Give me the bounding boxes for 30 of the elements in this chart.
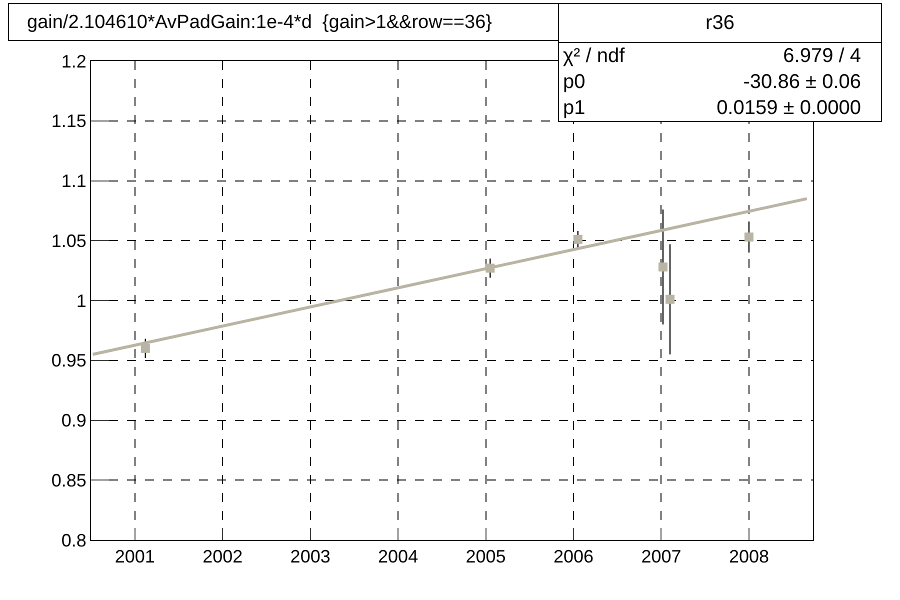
point: [658, 262, 668, 272]
y-tick-label: 1.15: [51, 111, 86, 132]
x-tick-label: 2008: [728, 546, 769, 567]
text: r36: [559, 4, 881, 43]
x-tick-label: 2007: [641, 546, 682, 567]
x-tick-label: 2003: [290, 546, 330, 567]
point: [140, 344, 150, 353]
point: [573, 234, 582, 244]
y-tick-label: 0.95: [51, 350, 86, 371]
x-tick-label: 2001: [114, 546, 155, 567]
chart-title: gain/2.104610*AvPadGain:1e-4*d {gain>1&&row==36}: [8, 3, 638, 41]
y-tick-label: 1.1: [61, 171, 86, 192]
annotation: p0: [563, 70, 586, 95]
y-tick-label: 1: [76, 290, 86, 311]
annotation: 0.0159 ± 0.0000: [716, 96, 861, 121]
y-tick-label: 1.2: [61, 51, 86, 72]
annotation: 6.979 / 4: [783, 44, 861, 69]
annotation: χ² / ndf: [563, 44, 625, 69]
x-tick-label: 2002: [202, 546, 243, 567]
annotation: p1: [563, 96, 586, 121]
x-tick-label: 2006: [553, 546, 594, 567]
y-tick-label: 1.05: [51, 230, 86, 251]
y-tick-label: 0.8: [61, 530, 86, 550]
x-tick-label: 2004: [378, 546, 418, 567]
annotation: -30.86 ± 0.06: [743, 70, 861, 95]
y-tick-label: 0.9: [61, 410, 86, 431]
point: [744, 232, 754, 242]
x-tick-label: 2005: [466, 546, 506, 567]
point: [666, 294, 674, 304]
y-tick-label: 0.85: [51, 470, 86, 490]
